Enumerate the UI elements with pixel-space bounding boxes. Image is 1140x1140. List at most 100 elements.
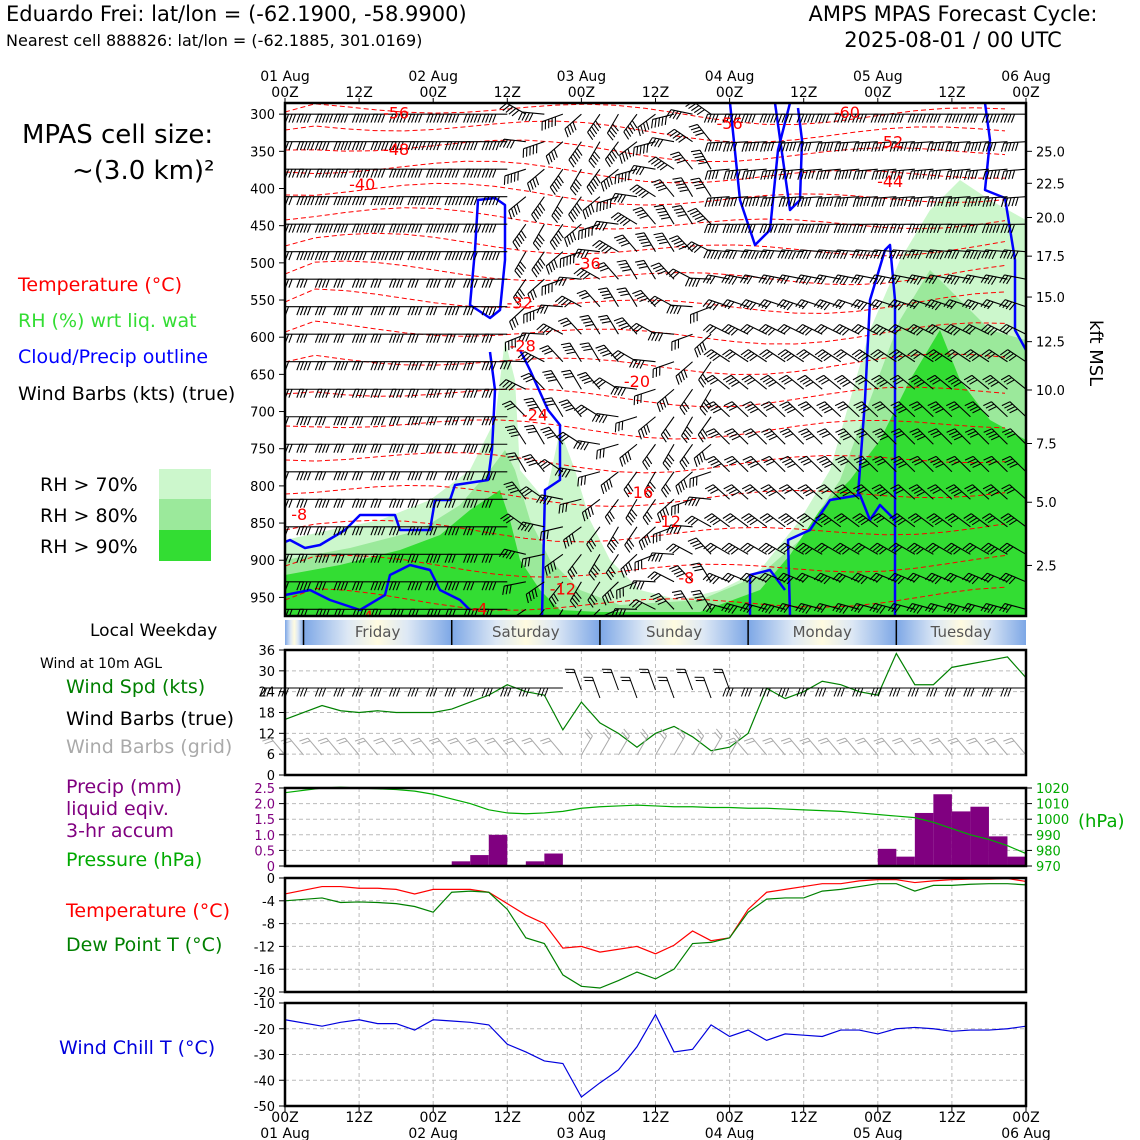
- wind-barb: [681, 416, 694, 444]
- wind-barb: [889, 196, 915, 207]
- wind-barb: [407, 553, 434, 563]
- wind-barb: [925, 249, 952, 260]
- wind-barb: [908, 484, 934, 500]
- wind-barb: [815, 513, 842, 528]
- wind-barb: [351, 196, 378, 206]
- wind-barb: [296, 388, 323, 398]
- wind-barb: [889, 374, 916, 390]
- wind-barb: [661, 471, 675, 498]
- bottom-hour-label-9: 12Z: [938, 1110, 965, 1126]
- wind-barb: [463, 333, 489, 343]
- wind-barb: [647, 331, 675, 342]
- wind-barb: [833, 223, 860, 234]
- wind-barb: [605, 553, 619, 581]
- wind-barb: [869, 323, 897, 336]
- wind-barb: [947, 737, 971, 756]
- wind-barb: [758, 249, 786, 260]
- wind-barb: [426, 113, 452, 123]
- wind-barb: [814, 249, 841, 260]
- wind-barb: [296, 168, 323, 178]
- wind-barb: [333, 251, 360, 261]
- wind-barb: [722, 141, 749, 152]
- wind-barb: [635, 259, 656, 280]
- pressure-rtick-label-3: 1000: [1036, 813, 1069, 828]
- wind-barb: [962, 249, 989, 260]
- wind-barb: [697, 416, 712, 443]
- wind-barb: [632, 206, 656, 225]
- wind-barb: [371, 608, 397, 616]
- precip-panel-ytick-label-3: 1.5: [254, 813, 275, 828]
- wind-barb: [777, 249, 804, 260]
- wind-barb: [351, 581, 378, 591]
- wind-barb: [333, 553, 360, 563]
- wind-barb: [351, 333, 378, 343]
- wind-barb: [296, 333, 323, 343]
- wind-barb: [502, 581, 526, 595]
- temperature-panel-frame: [283, 876, 1028, 994]
- wind-barb: [926, 374, 953, 390]
- wind-barb: [518, 687, 545, 697]
- wind-barb: [907, 542, 934, 555]
- wind-barb: [759, 513, 786, 528]
- wind-barb: [536, 459, 564, 473]
- wind-speed-panel-ytick-label-6: 36: [258, 644, 275, 659]
- wind-barb: [721, 603, 749, 614]
- temperature-label-7: -36: [575, 254, 601, 273]
- legend-dewpoint: Dew Point T (°C): [66, 934, 223, 956]
- wind-barb: [889, 141, 915, 152]
- wind-barb: [760, 374, 786, 390]
- wind-barb: [625, 498, 638, 526]
- wind-barb: [522, 141, 545, 158]
- wind-barb: [908, 168, 934, 180]
- wind-barb: [816, 401, 842, 418]
- wind-barb: [260, 389, 285, 397]
- wind-barb: [444, 361, 471, 371]
- wind-barb: [296, 553, 323, 563]
- wind-barb: [481, 443, 508, 453]
- wind-barb: [262, 737, 286, 756]
- wind-barb: [285, 416, 304, 426]
- wind-barb: [656, 498, 675, 523]
- wind-barb: [481, 416, 508, 426]
- wind-barb: [285, 443, 304, 453]
- wind-barb: [285, 333, 304, 343]
- wind-barb: [853, 401, 879, 418]
- wind-barb: [314, 196, 341, 206]
- weekday-cell-0: [285, 620, 304, 645]
- wind-barb: [444, 223, 471, 233]
- wind-barb: [963, 141, 989, 152]
- wind-barb: [632, 141, 656, 157]
- wind-barb: [943, 572, 971, 583]
- bottom-hour-label-4: 00Z: [568, 1110, 595, 1126]
- wind-barb: [980, 323, 1008, 336]
- wind-barb: [595, 344, 619, 363]
- wind-barb: [583, 676, 601, 699]
- wind-barb: [333, 306, 360, 316]
- wind-barb: [447, 737, 471, 756]
- bottom-hour-label-8: 00Z: [864, 1110, 891, 1126]
- weekday-label-3: Monday: [793, 623, 852, 641]
- wind-barb: [351, 251, 378, 261]
- wind-barb: [285, 608, 304, 616]
- wind-barb: [906, 274, 934, 285]
- wind-barb: [655, 728, 667, 756]
- wind-barb: [606, 526, 619, 554]
- wind-barb: [351, 388, 378, 398]
- wind-barb: [653, 204, 675, 225]
- wind-barb: [619, 141, 638, 164]
- wind-barb: [741, 141, 767, 152]
- wind-barb: [999, 299, 1026, 311]
- wind-barb: [613, 317, 638, 335]
- wind-barb: [741, 484, 768, 500]
- wind-barb: [889, 513, 916, 528]
- legend-precip-1: Precip (mm): [66, 776, 182, 798]
- isotherm-12: [285, 419, 1006, 440]
- wind-barb: [426, 196, 452, 206]
- wind-barb: [980, 299, 1008, 310]
- wind-barb: [481, 306, 508, 316]
- wind-barb: [704, 168, 730, 180]
- wind-barb: [758, 274, 786, 285]
- wind-barb: [651, 113, 675, 129]
- top-hour-label-1: 12Z: [345, 85, 372, 101]
- wind-barb: [850, 572, 879, 585]
